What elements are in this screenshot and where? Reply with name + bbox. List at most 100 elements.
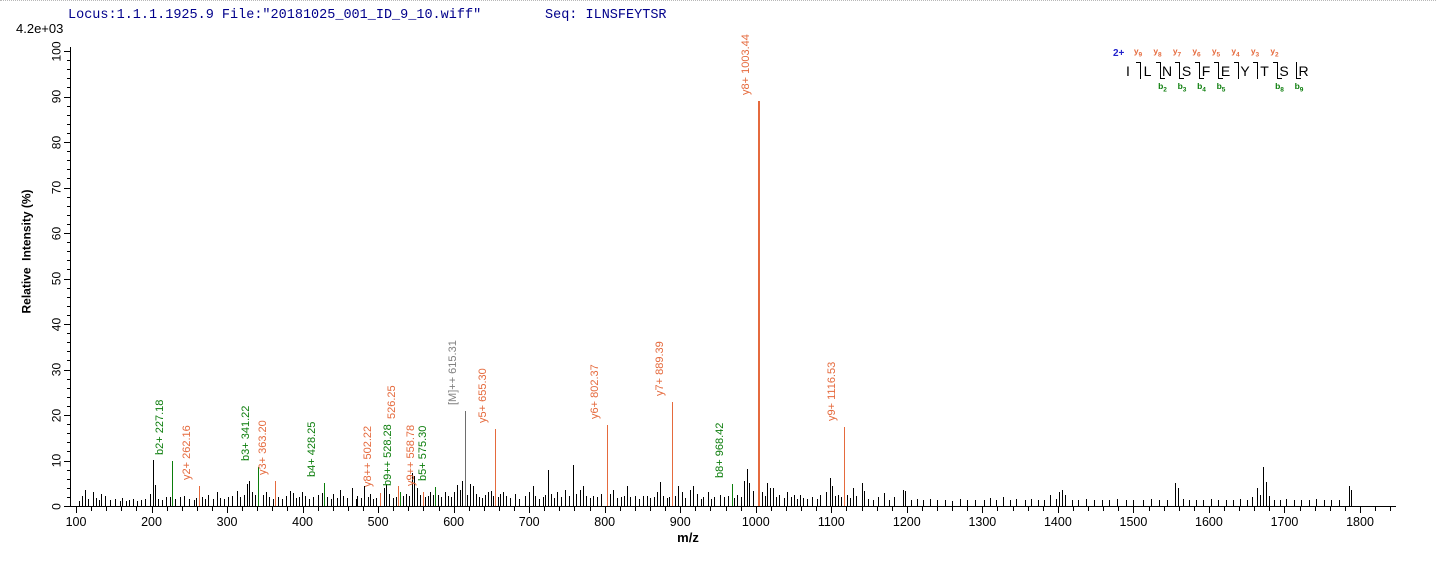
y-minor-tick bbox=[66, 296, 70, 298]
noise-peak bbox=[1064, 494, 1066, 506]
noise-peak bbox=[807, 499, 809, 506]
noise-peak bbox=[1049, 495, 1051, 506]
y-minor-tick bbox=[66, 160, 70, 162]
b-ion-label: b4 bbox=[1197, 81, 1206, 94]
annotated-peak-line bbox=[731, 484, 733, 506]
x-major-tick bbox=[76, 507, 77, 513]
y-minor-tick bbox=[66, 396, 70, 398]
x-major-tick bbox=[1360, 507, 1361, 513]
annotated-peak-line bbox=[198, 485, 200, 506]
noise-peak bbox=[856, 496, 858, 506]
noise-peak bbox=[1061, 490, 1063, 506]
y-ion-label: y7 bbox=[1172, 46, 1182, 59]
noise-peak bbox=[396, 496, 398, 506]
noise-peak bbox=[155, 485, 157, 506]
noise-peak bbox=[220, 497, 222, 506]
b-ion-hook bbox=[1159, 78, 1165, 79]
noise-peak bbox=[469, 483, 471, 506]
noise-peak bbox=[1150, 499, 1152, 506]
noise-peak bbox=[529, 492, 531, 506]
x-tick-label: 300 bbox=[216, 515, 238, 529]
x-minor-tick bbox=[1299, 507, 1301, 511]
noise-peak bbox=[255, 495, 256, 506]
y-major-tick bbox=[64, 506, 70, 507]
b-ion-label: b3 bbox=[1177, 81, 1187, 94]
y-minor-tick bbox=[66, 496, 70, 498]
x-minor-tick bbox=[1375, 507, 1377, 511]
noise-peak bbox=[447, 496, 449, 506]
noise-peak bbox=[708, 492, 710, 506]
y-minor-tick bbox=[66, 169, 70, 171]
noise-peak bbox=[1218, 500, 1219, 506]
b-ion-label: b8 bbox=[1275, 81, 1284, 94]
noise-peak bbox=[459, 489, 461, 506]
fragment-cleavage-line bbox=[1159, 62, 1161, 79]
x-minor-tick bbox=[1178, 507, 1180, 511]
noise-peak bbox=[884, 493, 886, 506]
x-minor-tick bbox=[257, 507, 259, 511]
noise-peak bbox=[313, 496, 315, 506]
noise-peak bbox=[573, 465, 574, 506]
annotated-peak-line bbox=[258, 466, 260, 506]
y-minor-tick bbox=[66, 196, 70, 198]
x-minor-tick bbox=[1344, 507, 1346, 511]
noise-peak bbox=[779, 494, 781, 506]
noise-peak bbox=[1286, 499, 1287, 506]
x-minor-tick bbox=[408, 507, 410, 511]
y-minor-tick bbox=[66, 242, 70, 244]
noise-peak bbox=[188, 499, 190, 506]
x-axis-line bbox=[67, 506, 1396, 507]
noise-peak bbox=[790, 496, 792, 506]
noise-peak bbox=[923, 500, 925, 506]
peak-label: y8++ 502.22 bbox=[361, 425, 374, 487]
noise-peak bbox=[1239, 499, 1241, 506]
peak-label: y9++ 558.78 bbox=[404, 425, 417, 487]
noise-peak bbox=[416, 487, 418, 506]
y-minor-tick bbox=[66, 105, 70, 107]
noise-peak bbox=[289, 490, 291, 506]
x-minor-tick bbox=[514, 507, 516, 511]
noise-peak bbox=[576, 494, 577, 506]
noise-peak bbox=[569, 496, 571, 506]
peptide-residue: R bbox=[1298, 63, 1309, 79]
y-minor-tick bbox=[66, 433, 70, 435]
x-major-tick bbox=[1133, 507, 1135, 513]
noise-peak bbox=[736, 494, 738, 506]
noise-peak bbox=[243, 495, 245, 506]
noise-peak bbox=[937, 500, 938, 506]
noise-peak bbox=[548, 469, 550, 506]
x-tick-label: 1500 bbox=[1119, 515, 1148, 529]
x-minor-tick bbox=[770, 507, 772, 511]
y-minor-tick bbox=[66, 151, 70, 153]
noise-peak bbox=[202, 496, 204, 506]
y-minor-tick bbox=[66, 260, 70, 262]
noise-peak bbox=[684, 497, 686, 506]
noise-peak bbox=[668, 496, 670, 506]
x-minor-tick bbox=[952, 507, 954, 511]
noise-peak bbox=[711, 498, 713, 506]
b-ion-label: b2 bbox=[1158, 81, 1167, 94]
x-minor-tick bbox=[181, 507, 183, 511]
noise-peak bbox=[92, 491, 94, 506]
noise-peak bbox=[565, 490, 567, 506]
noise-peak bbox=[179, 496, 181, 506]
y-major-tick bbox=[64, 96, 70, 98]
noise-peak bbox=[616, 497, 618, 506]
noise-peak bbox=[799, 494, 801, 506]
noise-peak bbox=[542, 496, 544, 506]
y-major-tick bbox=[64, 324, 70, 325]
y-ion-label: y3 bbox=[1250, 46, 1260, 59]
noise-peak bbox=[298, 497, 300, 506]
y-ion-hook bbox=[1233, 62, 1238, 63]
x-minor-tick bbox=[136, 507, 138, 511]
peak-label: b2+ 227.18 bbox=[154, 400, 167, 456]
y-major-tick bbox=[64, 278, 70, 280]
x-minor-tick bbox=[498, 507, 500, 511]
noise-peak bbox=[719, 494, 721, 506]
noise-peak bbox=[317, 494, 319, 506]
peptide-residue: S bbox=[1181, 63, 1192, 79]
y-ion-hook bbox=[1272, 62, 1277, 63]
